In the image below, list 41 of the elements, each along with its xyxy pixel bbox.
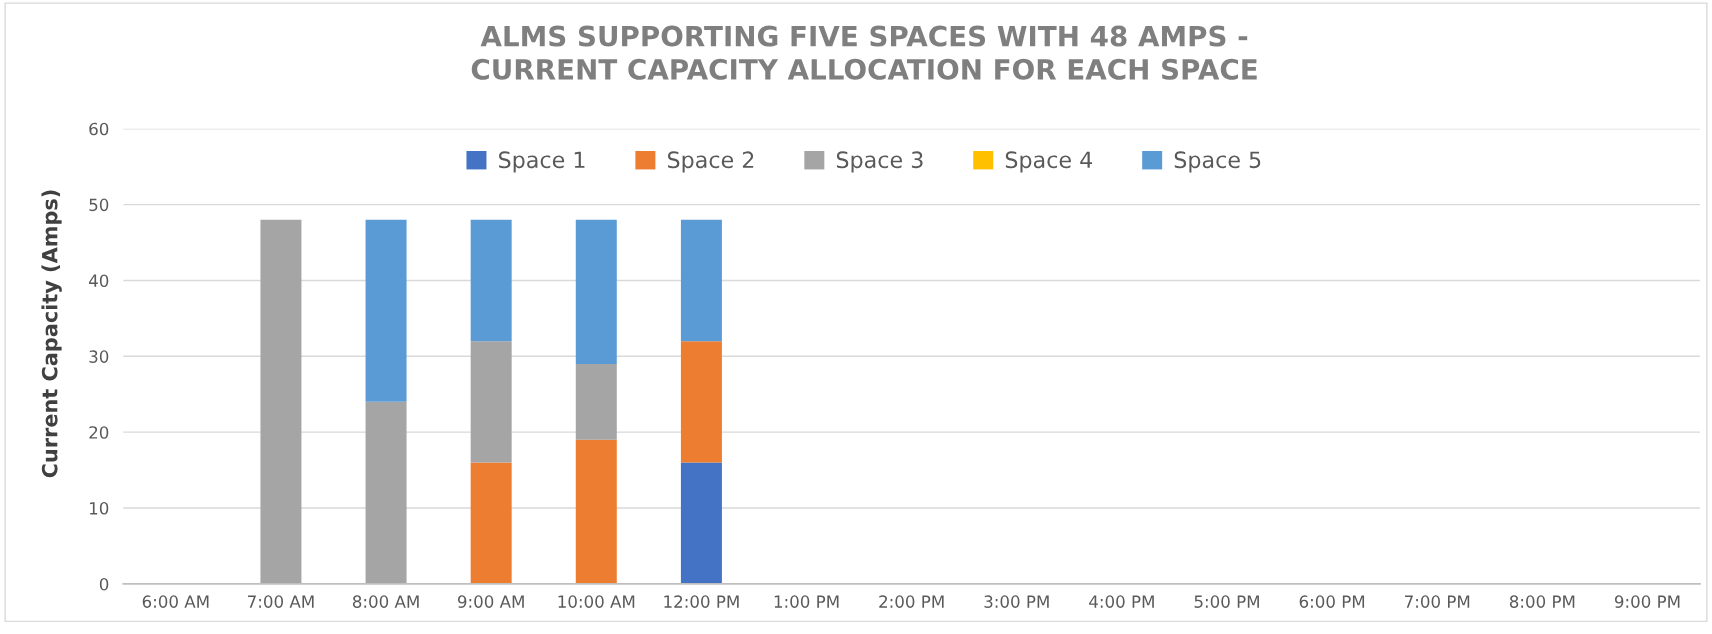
legend-label: Space 1 xyxy=(499,151,585,173)
x-tick-label: 12:00 PM xyxy=(664,595,739,608)
bar xyxy=(260,219,302,584)
y-tick-label: 20 xyxy=(89,426,109,439)
chart-title: ALMS SUPPORTING FIVE SPACES WITH 48 AMPS - CURRENT CAPACITY ALLOCATION FOR EACH SPACE xyxy=(471,25,1257,80)
bar xyxy=(365,401,407,584)
x-tick-label: 6:00 AM xyxy=(142,595,209,608)
bar xyxy=(575,363,617,440)
bar xyxy=(470,462,512,584)
bar xyxy=(470,219,512,342)
legend-label: Space 4 xyxy=(1005,151,1093,173)
bar xyxy=(575,439,617,584)
x-tick-label: 8:00 PM xyxy=(1509,595,1575,608)
bar xyxy=(680,462,722,584)
y-axis-title: Current Capacity (Amps) xyxy=(41,190,62,478)
x-tick-label: 7:00 AM xyxy=(248,595,314,608)
x-tick-label: 1:00 PM xyxy=(774,595,839,608)
y-tick-label: 60 xyxy=(89,122,109,136)
bar xyxy=(365,219,407,402)
x-tick-label: 3:00 PM xyxy=(984,595,1049,608)
y-tick-label: 40 xyxy=(88,274,109,288)
bar xyxy=(680,341,722,463)
legend-label: Space 3 xyxy=(836,151,923,173)
x-tick-label: 4:00 PM xyxy=(1089,595,1154,608)
x-tick-label: 10:00 AM xyxy=(558,595,635,608)
legend-label: Space 2 xyxy=(667,151,754,173)
y-tick-label: 30 xyxy=(89,350,109,363)
x-tick-label: 5:00 PM xyxy=(1194,595,1259,608)
x-tick-label: 2:00 PM xyxy=(879,595,944,608)
x-tick-label: 8:00 AM xyxy=(352,595,419,608)
x-tick-label: 7:00 PM xyxy=(1405,595,1470,608)
x-tick-label: 6:00 PM xyxy=(1299,595,1365,608)
x-tick-label: 9:00 AM xyxy=(457,595,524,608)
bar xyxy=(575,219,617,364)
y-tick-label: 10 xyxy=(90,502,109,515)
y-tick-label: 0 xyxy=(99,577,109,591)
y-tick-label: 50 xyxy=(89,198,109,212)
x-tick-label: 9:00 PM xyxy=(1614,595,1680,608)
legend-label: Space 5 xyxy=(1174,151,1261,173)
bar xyxy=(470,341,512,463)
bar xyxy=(680,219,722,342)
